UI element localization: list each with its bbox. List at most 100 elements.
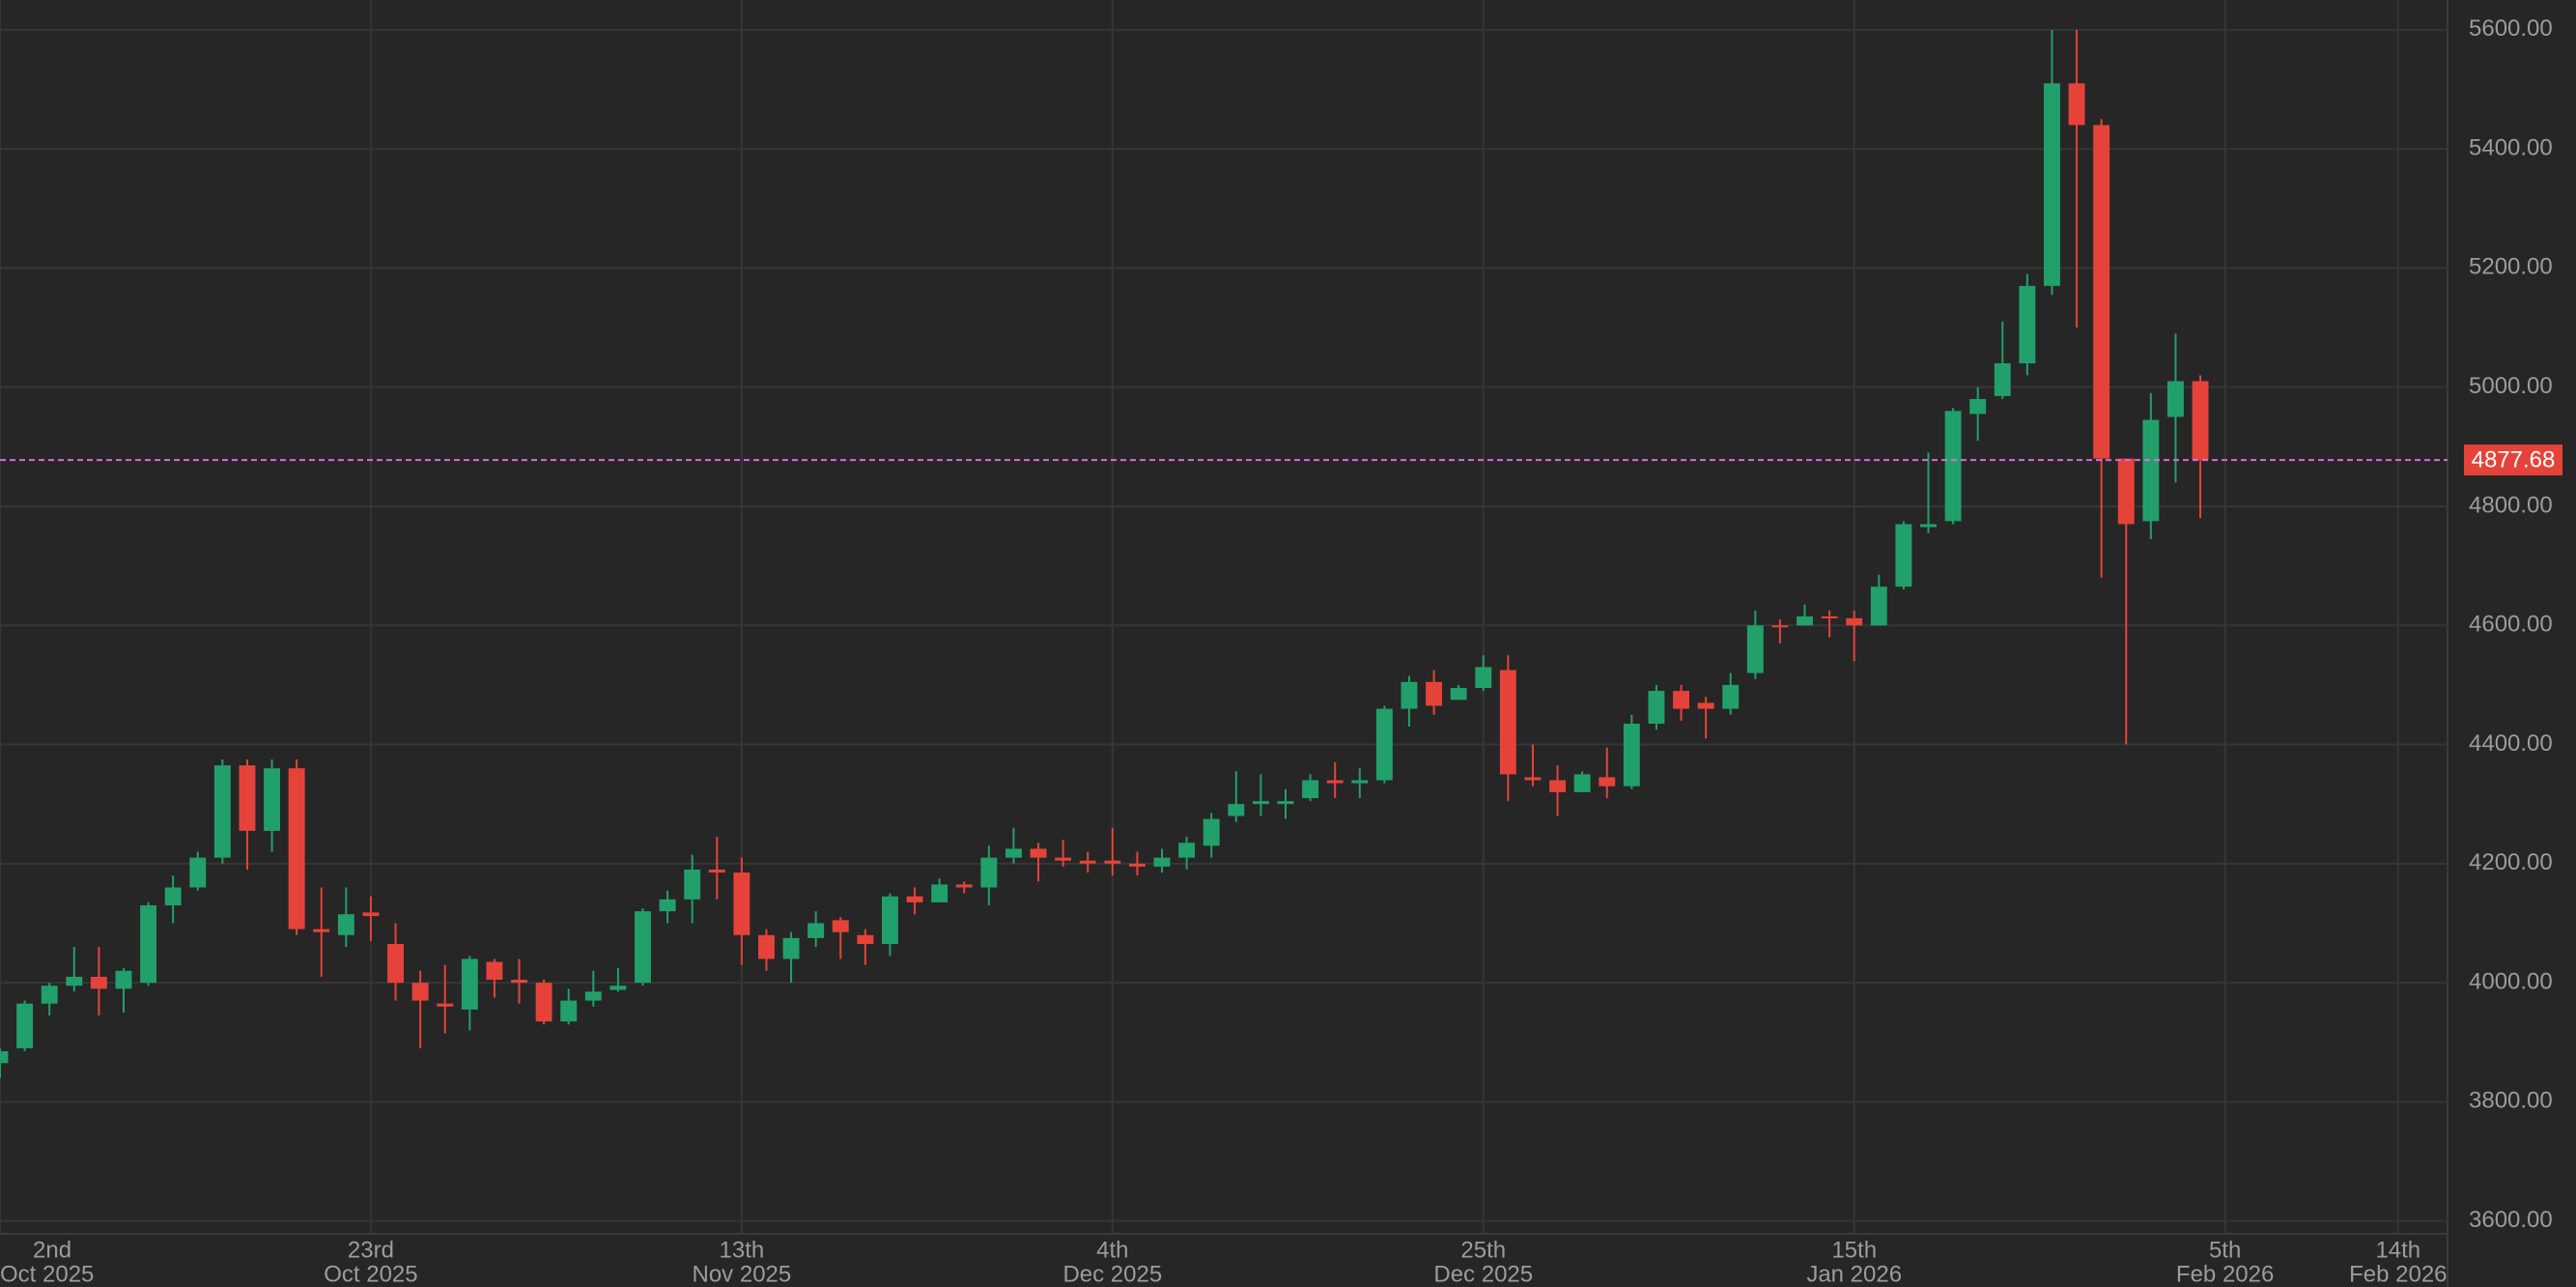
candle-body xyxy=(1623,723,1640,786)
candle-body xyxy=(1302,780,1319,799)
candle-body xyxy=(1079,860,1096,864)
candle-body xyxy=(41,986,58,1004)
candle-body xyxy=(1104,860,1121,864)
candle-body xyxy=(857,934,874,945)
candle-body xyxy=(1994,363,2011,396)
candle-body xyxy=(16,1003,34,1048)
candle-body xyxy=(1153,857,1171,867)
candle-body xyxy=(90,976,107,989)
candle-body xyxy=(1771,625,1789,628)
candle-body xyxy=(1499,670,1516,775)
candle-body xyxy=(1722,684,1740,709)
candle-body xyxy=(437,1003,454,1007)
x-tick-label: 15th xyxy=(1831,1237,1877,1263)
candle-body xyxy=(1326,780,1344,784)
y-tick-label: 4800.00 xyxy=(2469,492,2553,518)
candle-body xyxy=(1426,681,1443,706)
candle-body xyxy=(2044,83,2060,286)
candle-body xyxy=(1055,857,1072,861)
candle-body xyxy=(362,912,380,917)
candle-body xyxy=(1846,617,1863,626)
candle-body xyxy=(1920,524,1937,528)
candle-body xyxy=(832,920,849,932)
candle-body xyxy=(115,970,132,989)
candle-body xyxy=(1351,780,1369,784)
x-tick-label: 14th xyxy=(2375,1237,2420,1263)
candle-body xyxy=(1178,843,1196,858)
candle-body xyxy=(164,887,182,905)
candle-body xyxy=(411,983,429,1001)
candle-body xyxy=(1870,586,1887,626)
candle-body xyxy=(213,765,231,858)
candle-body xyxy=(1599,777,1616,786)
y-tick-label: 3600.00 xyxy=(2469,1207,2553,1233)
y-tick-label: 5600.00 xyxy=(2469,15,2553,42)
candle-body xyxy=(2093,125,2110,459)
candle-body xyxy=(1648,691,1665,724)
candle-body xyxy=(1673,691,1689,709)
candle-body xyxy=(288,768,305,930)
candle-body xyxy=(807,923,825,938)
x-tick-group-label: Dec 2025 xyxy=(1062,1261,1162,1287)
candle-body xyxy=(684,869,701,900)
candle-body xyxy=(708,869,725,873)
last-price-badge xyxy=(2464,444,2562,476)
candle-body xyxy=(189,857,207,888)
y-tick-label: 4600.00 xyxy=(2469,612,2553,638)
y-tick-label: 3800.00 xyxy=(2469,1088,2553,1114)
candle-body xyxy=(66,976,83,987)
y-tick-label: 5200.00 xyxy=(2469,254,2553,280)
candle-body xyxy=(337,914,354,935)
candle-body xyxy=(1228,804,1245,816)
candle-body xyxy=(313,929,330,932)
y-tick-label: 4400.00 xyxy=(2469,730,2553,757)
candle-body xyxy=(635,911,651,984)
candle-body xyxy=(609,986,627,990)
candle-body xyxy=(1375,708,1393,781)
candle-body xyxy=(955,884,973,888)
candle-body xyxy=(2019,285,2036,364)
y-tick-label: 4000.00 xyxy=(2469,968,2553,994)
candle-body xyxy=(140,904,157,984)
candle-body xyxy=(2166,381,2184,417)
candle-body xyxy=(1475,667,1492,688)
candle-body xyxy=(387,944,404,984)
candle-body xyxy=(1746,625,1764,673)
candle-body xyxy=(1450,687,1467,701)
candle-body xyxy=(1128,863,1146,867)
candle-body xyxy=(733,872,750,935)
candle-body xyxy=(1401,681,1418,709)
x-tick-group-label: Dec 2025 xyxy=(1433,1261,1533,1287)
candle-body xyxy=(1252,801,1269,805)
candle-body xyxy=(931,884,948,902)
x-tick-label: 13th xyxy=(720,1237,765,1263)
x-tick-label: 4th xyxy=(1096,1237,1128,1263)
candle-body xyxy=(1277,801,1294,805)
candle-body xyxy=(1524,777,1542,781)
candle-body xyxy=(1697,702,1714,709)
y-tick-label: 5400.00 xyxy=(2469,134,2553,160)
plot-area xyxy=(0,0,2448,1233)
candle-body xyxy=(1030,848,1047,858)
candle-body xyxy=(1969,399,1987,415)
candle-body xyxy=(1797,616,1813,626)
candle-body xyxy=(0,1050,9,1064)
x-tick-label: 23rd xyxy=(348,1237,394,1263)
candle-body xyxy=(560,1000,578,1022)
candle-body xyxy=(980,857,998,888)
x-tick-group-label: Jan 2026 xyxy=(1806,1261,1902,1287)
x-tick-label: 2nd xyxy=(33,1237,71,1263)
candle-body xyxy=(2117,458,2135,525)
x-tick-group-label: Oct 2025 xyxy=(324,1261,417,1287)
candle-body xyxy=(2142,419,2160,522)
candle-body xyxy=(1573,774,1591,792)
candle-body xyxy=(2068,83,2085,126)
x-tick-label: 25th xyxy=(1460,1237,1506,1263)
candle-body xyxy=(264,768,281,831)
candle-body xyxy=(535,983,552,1022)
candle-body xyxy=(511,980,527,984)
x-tick-group-label: Feb 2026 xyxy=(2349,1261,2447,1287)
x-tick-group-label: Feb 2026 xyxy=(2176,1261,2274,1287)
